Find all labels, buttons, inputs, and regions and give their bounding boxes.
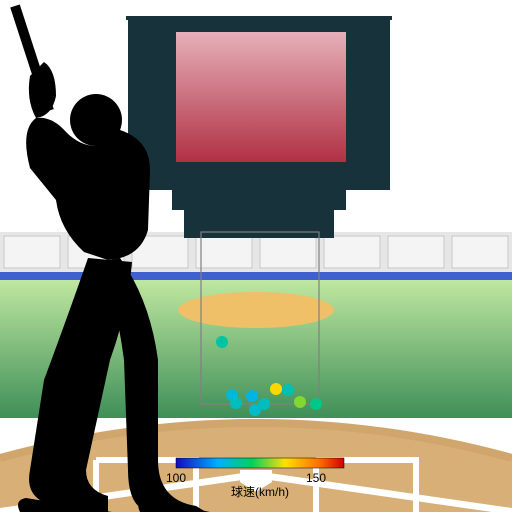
pitch-chart-stage: 100 150 球速(km/h) — [0, 0, 512, 512]
scoreboard-neck — [172, 190, 346, 210]
legend-gradient-bar — [176, 458, 344, 468]
wall-panel — [324, 236, 380, 268]
pitch-marker — [282, 384, 294, 396]
scoreboard-screen — [176, 32, 346, 162]
pitch-marker — [270, 383, 282, 395]
wall-panel — [388, 236, 444, 268]
pitch-marker — [294, 396, 306, 408]
wall-accent-stripe — [0, 272, 512, 280]
wall-panel — [196, 236, 252, 268]
wall-panel — [260, 236, 316, 268]
legend-tick-label: 100 — [166, 471, 186, 485]
pitch-marker — [230, 397, 242, 409]
pitch-marker — [246, 390, 258, 402]
pitch-marker — [216, 336, 228, 348]
legend-tick-label: 150 — [306, 471, 326, 485]
wall-panel — [452, 236, 508, 268]
wall-panel — [4, 236, 60, 268]
pitch-marker — [258, 398, 270, 410]
scoreboard-pillar — [184, 210, 334, 238]
legend-title: 球速(km/h) — [231, 485, 289, 499]
pitch-marker — [310, 398, 322, 410]
scene-svg: 100 150 球速(km/h) — [0, 0, 512, 512]
scoreboard-roof — [126, 16, 392, 20]
